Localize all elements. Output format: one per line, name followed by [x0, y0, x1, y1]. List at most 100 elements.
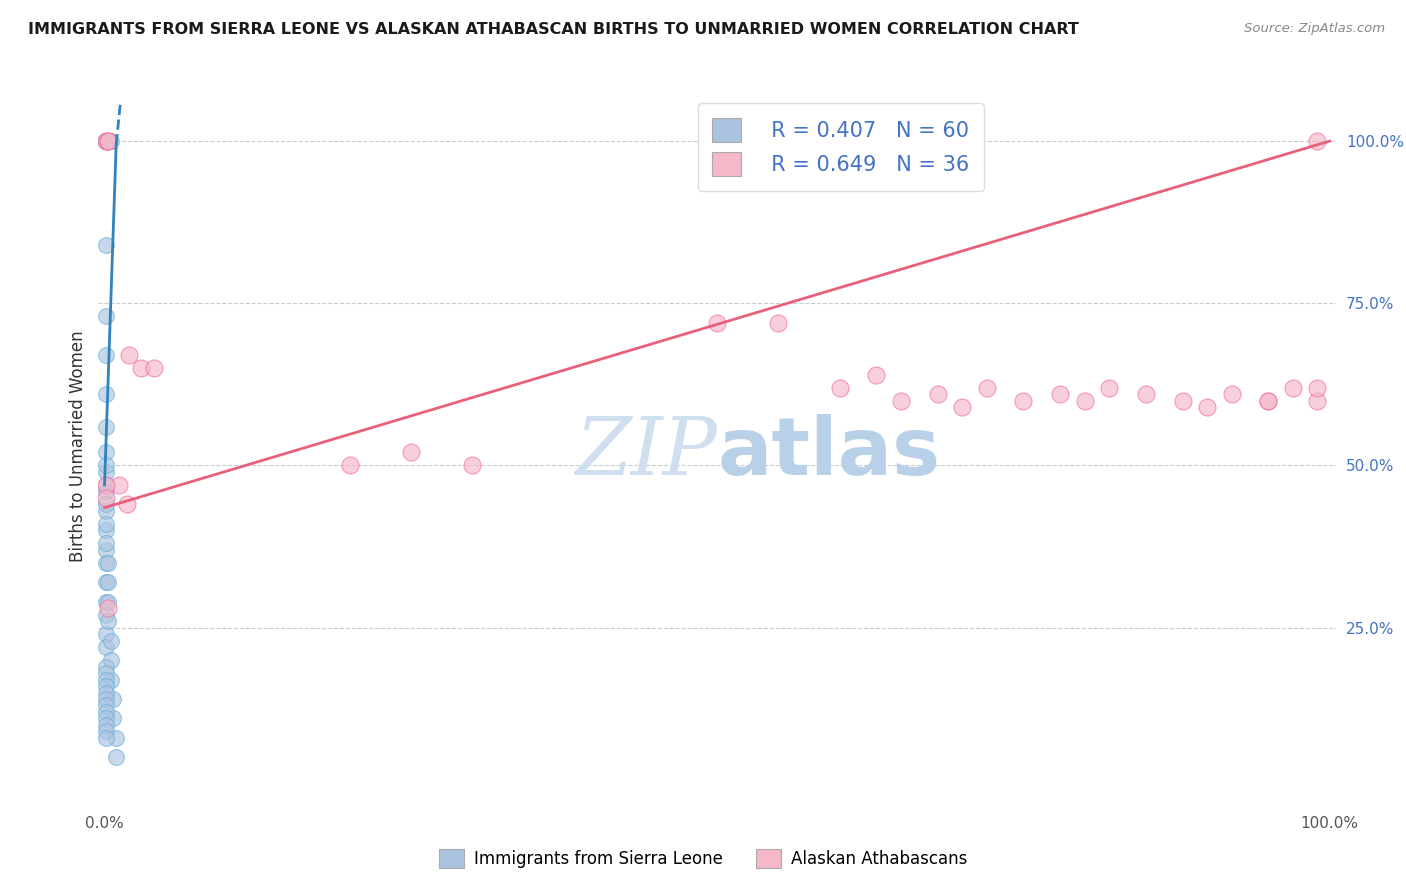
Point [97, 556, 120, 570]
Point [94, 724, 117, 739]
Point [94, 484, 117, 499]
Point [94, 685, 117, 699]
Point [96, 478, 118, 492]
Point [94, 491, 117, 505]
Point [1012, 393, 1035, 408]
Point [94, 627, 117, 641]
Text: Source: ZipAtlas.com: Source: ZipAtlas.com [1244, 22, 1385, 36]
Point [94, 134, 117, 148]
Text: atlas: atlas [717, 414, 941, 492]
Point [94, 575, 117, 590]
Point [94, 348, 117, 362]
Point [399, 445, 422, 459]
Point [97, 134, 120, 148]
Point [94, 659, 117, 673]
Point [94, 419, 117, 434]
Point [927, 387, 949, 401]
Point [94, 504, 117, 518]
Point [94, 679, 117, 693]
Point [94, 711, 117, 725]
Point [768, 316, 790, 330]
Point [94, 698, 117, 713]
Point [1306, 134, 1329, 148]
Point [94, 134, 117, 148]
Point [115, 497, 138, 511]
Point [94, 542, 117, 557]
Point [94, 134, 117, 148]
Point [96, 497, 118, 511]
Point [96, 134, 118, 148]
Point [1135, 387, 1157, 401]
Point [461, 458, 484, 473]
Legend: Immigrants from Sierra Leone, Alaskan Athabascans: Immigrants from Sierra Leone, Alaskan At… [432, 842, 974, 875]
Point [1257, 393, 1279, 408]
Point [94, 478, 117, 492]
Point [339, 458, 361, 473]
Point [97, 614, 120, 628]
Point [118, 348, 141, 362]
Point [94, 134, 117, 148]
Point [94, 718, 117, 732]
Point [94, 465, 117, 479]
Point [101, 711, 124, 725]
Point [96, 134, 118, 148]
Point [1282, 381, 1305, 395]
Legend:   R = 0.407   N = 60,   R = 0.649   N = 36: R = 0.407 N = 60, R = 0.649 N = 36 [697, 103, 984, 191]
Point [94, 134, 117, 148]
Point [108, 478, 131, 492]
Point [1306, 393, 1329, 408]
Point [94, 310, 117, 324]
Point [101, 692, 124, 706]
Text: IMMIGRANTS FROM SIERRA LEONE VS ALASKAN ATHABASCAN BIRTHS TO UNMARRIED WOMEN COR: IMMIGRANTS FROM SIERRA LEONE VS ALASKAN … [28, 22, 1078, 37]
Point [950, 400, 973, 414]
Point [94, 666, 117, 681]
Point [97, 134, 120, 148]
Point [97, 601, 120, 615]
Point [1049, 387, 1071, 401]
Point [865, 368, 887, 382]
Point [94, 595, 117, 609]
Point [890, 393, 912, 408]
Point [94, 134, 117, 148]
Point [100, 653, 122, 667]
Point [96, 536, 118, 550]
Text: ZIP: ZIP [575, 415, 717, 491]
Point [129, 361, 152, 376]
Point [94, 134, 117, 148]
Point [1306, 381, 1329, 395]
Point [98, 134, 121, 148]
Point [97, 595, 120, 609]
Point [94, 692, 117, 706]
Point [104, 750, 127, 764]
Point [94, 238, 117, 252]
Point [94, 673, 117, 687]
Point [1197, 400, 1219, 414]
Point [100, 633, 122, 648]
Point [104, 731, 127, 745]
Point [98, 134, 121, 148]
Point [1098, 381, 1121, 395]
Point [1220, 387, 1243, 401]
Point [94, 134, 117, 148]
Point [706, 316, 728, 330]
Point [142, 361, 165, 376]
Point [828, 381, 851, 395]
Point [1073, 393, 1095, 408]
Point [100, 673, 122, 687]
Point [1171, 393, 1194, 408]
Point [94, 134, 117, 148]
Point [1257, 393, 1279, 408]
Point [97, 134, 120, 148]
Point [100, 134, 122, 148]
Point [94, 387, 117, 401]
Point [97, 134, 120, 148]
Point [97, 575, 120, 590]
Point [96, 516, 118, 531]
Point [94, 445, 117, 459]
Point [94, 640, 117, 654]
Point [94, 607, 117, 622]
Point [976, 381, 998, 395]
Point [94, 731, 117, 745]
Point [96, 458, 118, 473]
Y-axis label: Births to Unmarried Women: Births to Unmarried Women [69, 330, 87, 562]
